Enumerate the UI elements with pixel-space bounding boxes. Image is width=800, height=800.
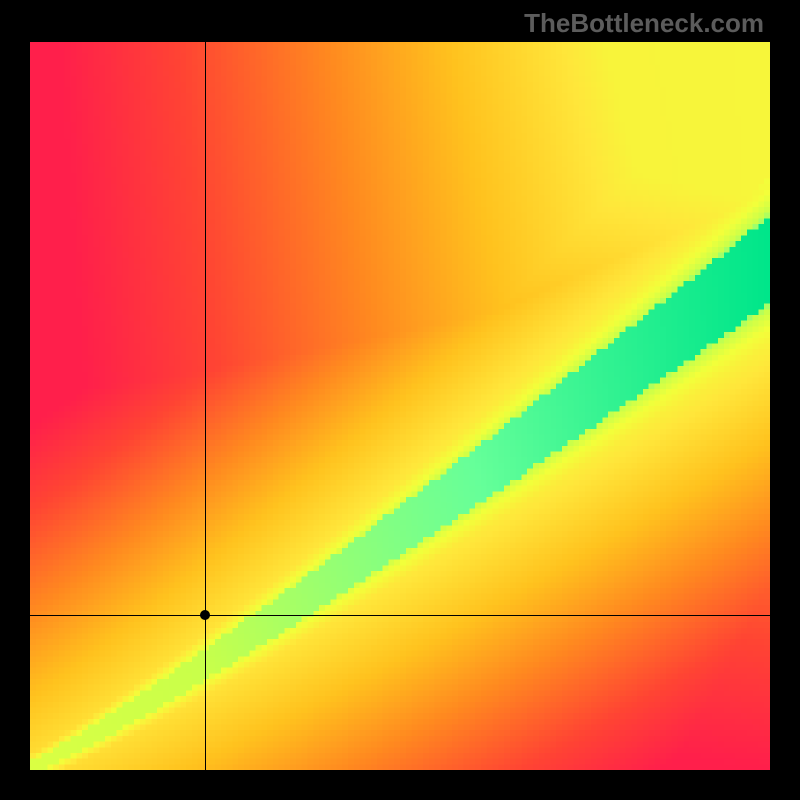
watermark-text: TheBottleneck.com [524, 8, 764, 39]
crosshair-horizontal-line [30, 615, 770, 616]
crosshair-vertical-line [205, 42, 206, 770]
data-point-marker [200, 610, 210, 620]
bottleneck-heatmap [30, 42, 770, 770]
